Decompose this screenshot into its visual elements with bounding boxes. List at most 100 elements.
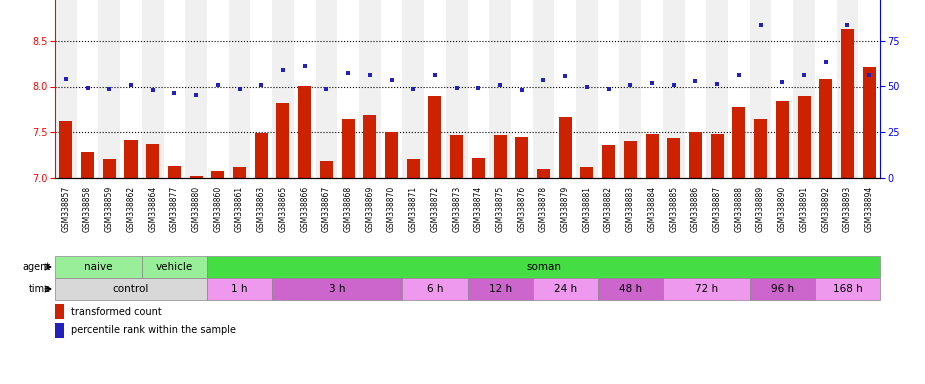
Bar [771,0,793,178]
Bar [385,132,398,178]
Point [406,86,421,92]
Bar [207,256,880,278]
Point [558,73,573,79]
Text: control: control [113,284,149,294]
Point [189,92,204,98]
Bar [315,0,338,178]
Bar [77,0,98,178]
Bar [667,138,680,178]
Bar [125,139,138,178]
Bar [55,323,64,338]
Text: 24 h: 24 h [554,284,577,294]
Text: percentile rank within the sample: percentile rank within the sample [70,325,236,335]
Point [579,83,594,89]
Bar [515,137,528,178]
Text: vehicle: vehicle [155,262,193,272]
Point [493,81,508,88]
Bar [663,0,684,178]
Bar [364,115,376,178]
Bar [55,278,207,300]
Point [450,85,464,91]
Bar [381,0,402,178]
Bar [55,304,64,319]
Bar [402,278,467,300]
Text: 1 h: 1 h [231,284,248,294]
Bar [750,0,771,178]
Bar [98,0,120,178]
Point [145,87,160,93]
Bar [684,0,707,178]
Bar [750,278,815,300]
Point [471,85,486,91]
Bar [663,278,750,300]
Bar [598,278,663,300]
Bar [164,0,185,178]
Bar [467,278,533,300]
Text: 3 h: 3 h [329,284,345,294]
Bar [185,0,207,178]
Bar [620,0,641,178]
Bar [580,167,594,178]
Point [514,87,529,93]
Bar [402,0,424,178]
Text: naive: naive [84,262,113,272]
Point [732,71,746,78]
Text: soman: soman [526,262,561,272]
Bar [710,134,723,178]
Point [775,79,790,85]
Point [253,81,268,88]
Bar [858,0,880,178]
Bar [793,0,815,178]
Point [232,86,247,92]
Bar [211,170,225,178]
Bar [272,278,402,300]
Bar [689,132,702,178]
Bar [863,67,876,178]
Bar [641,0,663,178]
Bar [598,0,620,178]
Bar [728,0,750,178]
Point [102,86,117,92]
Bar [602,145,615,178]
Bar [776,101,789,178]
Bar [207,278,272,300]
Bar [472,158,485,178]
Bar [797,96,810,178]
Point [384,77,399,83]
Bar [754,119,767,178]
Text: transformed count: transformed count [70,307,162,317]
Point [840,22,855,28]
Point [297,63,312,70]
Text: time: time [29,284,51,294]
Text: 6 h: 6 h [426,284,443,294]
Bar [424,0,446,178]
Bar [233,167,246,178]
Text: 12 h: 12 h [488,284,512,294]
Point [276,67,290,73]
Point [709,81,724,87]
Point [688,78,703,84]
Bar [146,144,159,178]
Text: 168 h: 168 h [832,284,862,294]
Bar [820,79,832,178]
Text: agent: agent [23,262,51,272]
Bar [467,0,489,178]
Point [58,76,73,82]
Point [210,81,225,88]
Point [340,70,355,76]
Point [753,22,768,28]
Bar [359,0,381,178]
Bar [576,0,598,178]
Bar [646,134,659,178]
Bar [254,133,267,178]
Bar [341,119,354,178]
Bar [142,256,207,278]
Bar [815,0,836,178]
Bar [533,0,554,178]
Bar [207,0,228,178]
Bar [168,166,181,178]
Bar [55,256,142,278]
Bar [228,0,251,178]
Point [319,86,334,92]
Text: 48 h: 48 h [619,284,642,294]
